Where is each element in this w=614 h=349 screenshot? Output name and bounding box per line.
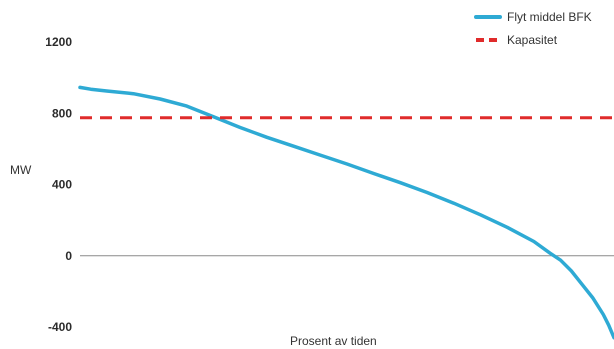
legend: Flyt middel BFK Kapasitet (474, 10, 592, 47)
legend-label-kapasitet: Kapasitet (507, 33, 558, 47)
y-tick-label: 400 (52, 178, 72, 192)
y-tick-label: 1200 (45, 35, 72, 49)
y-tick-label: 0 (65, 249, 72, 263)
y-tick-label: -400 (48, 320, 72, 334)
legend-item-kapasitet: Kapasitet (476, 33, 558, 47)
y-tick-labels: -400 0 400 800 1200 (45, 35, 72, 334)
series-line-flyt-middel-bfk (78, 85, 614, 340)
series-layer (78, 85, 614, 340)
y-axis-title: MW (10, 163, 32, 177)
legend-item-flyt: Flyt middel BFK (474, 10, 592, 24)
y-tick-label: 800 (52, 106, 72, 120)
legend-label-flyt: Flyt middel BFK (507, 10, 592, 24)
x-axis-title: Prosent av tiden (290, 334, 377, 348)
